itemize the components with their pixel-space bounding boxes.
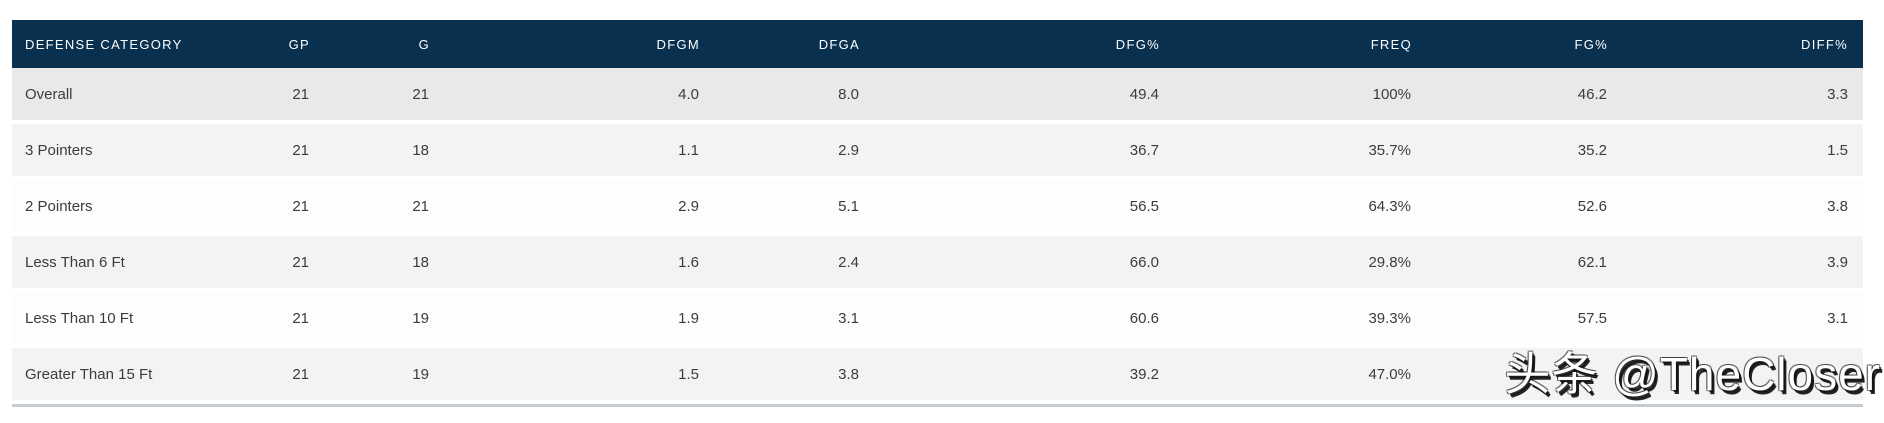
table-cell-gp: 21	[182, 234, 310, 292]
table-row-less-than-6-ft: Less Than 6 Ft 21 18 1.6 2.4 66.0 29.8% …	[12, 234, 1863, 292]
table-cell-diff-pct: 3.9	[1608, 234, 1863, 292]
table-cell-dfg-pct: 56.5	[860, 178, 1160, 236]
defense-stats-table-container: DEFENSE CATEGORY GP G DFGM DFGA DFG% FRE…	[12, 20, 1863, 407]
table-cell-g: 19	[310, 346, 430, 404]
table-row-2-pointers: 2 Pointers 21 21 2.9 5.1 56.5 64.3% 52.6…	[12, 178, 1863, 236]
table-cell-gp: 21	[182, 346, 310, 404]
column-header-dfgm[interactable]: DFGM	[430, 20, 700, 68]
row-category-label: Less Than 6 Ft	[12, 234, 182, 292]
table-cell-dfga: 2.9	[700, 122, 860, 180]
table-row-3-pointers: 3 Pointers 21 18 1.1 2.9 36.7 35.7% 35.2…	[12, 122, 1863, 180]
table-cell-dfga: 3.8	[700, 346, 860, 404]
column-header-freq[interactable]: FREQ	[1160, 20, 1412, 68]
table-row-less-than-10-ft: Less Than 10 Ft 21 19 1.9 3.1 60.6 39.3%…	[12, 290, 1863, 348]
column-header-dfga[interactable]: DFGA	[700, 20, 860, 68]
table-cell-g: 18	[310, 122, 430, 180]
table-cell-dfgm: 1.1	[430, 122, 700, 180]
table-header: DEFENSE CATEGORY GP G DFGM DFGA DFG% FRE…	[12, 20, 1863, 68]
table-cell-fg-pct: 46.2	[1412, 68, 1608, 124]
table-cell-g: 21	[310, 68, 430, 124]
table-header-row: DEFENSE CATEGORY GP G DFGM DFGA DFG% FRE…	[12, 20, 1863, 68]
row-category-label: Greater Than 15 Ft	[12, 346, 182, 404]
table-cell-g: 18	[310, 234, 430, 292]
table-cell-diff-pct: 1.5	[1608, 122, 1863, 180]
table-cell-dfga: 8.0	[700, 68, 860, 124]
column-header-g[interactable]: G	[310, 20, 430, 68]
table-cell-diff-pct: 3.1	[1608, 290, 1863, 348]
column-header-diff-pct[interactable]: DIFF%	[1608, 20, 1863, 68]
table-cell-dfg-pct: 60.6	[860, 290, 1160, 348]
table-cell-dfgm: 1.9	[430, 290, 700, 348]
column-header-defense-category[interactable]: DEFENSE CATEGORY	[12, 20, 182, 68]
table-cell-fg-pct: 57.5	[1412, 290, 1608, 348]
column-header-fg-pct[interactable]: FG%	[1412, 20, 1608, 68]
table-cell-freq: 47.0%	[1160, 346, 1412, 404]
table-cell-gp: 21	[182, 122, 310, 180]
table-cell-freq: 64.3%	[1160, 178, 1412, 236]
table-cell-fg-pct: 62.1	[1412, 234, 1608, 292]
table-cell-dfg-pct: 39.2	[860, 346, 1160, 404]
table-cell-dfgm: 1.6	[430, 234, 700, 292]
row-category-label: Less Than 10 Ft	[12, 290, 182, 348]
table-cell-g: 19	[310, 290, 430, 348]
table-cell-fg-pct: 35.2	[1412, 122, 1608, 180]
table-cell-dfgm: 2.9	[430, 178, 700, 236]
column-header-dfg-pct[interactable]: DFG%	[860, 20, 1160, 68]
table-row-greater-than-15-ft: Greater Than 15 Ft 21 19 1.5 3.8 39.2 47…	[12, 346, 1863, 404]
defense-stats-table: DEFENSE CATEGORY GP G DFGM DFGA DFG% FRE…	[12, 20, 1863, 404]
table-cell-dfgm: 1.5	[430, 346, 700, 404]
table-cell-dfg-pct: 49.4	[860, 68, 1160, 124]
table-cell-diff-pct: 3.3	[1608, 68, 1863, 124]
table-cell-freq: 35.7%	[1160, 122, 1412, 180]
row-category-label: 3 Pointers	[12, 122, 182, 180]
row-category-label: Overall	[12, 68, 182, 124]
column-header-gp[interactable]: GP	[182, 20, 310, 68]
row-category-label: 2 Pointers	[12, 178, 182, 236]
table-cell-fg-pct	[1412, 346, 1608, 404]
table-cell-dfga: 2.4	[700, 234, 860, 292]
table-cell-freq: 39.3%	[1160, 290, 1412, 348]
table-cell-diff-pct	[1608, 346, 1863, 404]
table-row-overall: Overall 21 21 4.0 8.0 49.4 100% 46.2 3.3	[12, 68, 1863, 124]
table-cell-dfga: 5.1	[700, 178, 860, 236]
table-cell-gp: 21	[182, 178, 310, 236]
table-cell-freq: 100%	[1160, 68, 1412, 124]
table-cell-dfg-pct: 36.7	[860, 122, 1160, 180]
table-cell-fg-pct: 52.6	[1412, 178, 1608, 236]
table-cell-freq: 29.8%	[1160, 234, 1412, 292]
table-body: Overall 21 21 4.0 8.0 49.4 100% 46.2 3.3…	[12, 68, 1863, 404]
table-cell-diff-pct: 3.8	[1608, 178, 1863, 236]
table-cell-dfgm: 4.0	[430, 68, 700, 124]
table-cell-gp: 21	[182, 68, 310, 124]
table-cell-dfg-pct: 66.0	[860, 234, 1160, 292]
table-cell-g: 21	[310, 178, 430, 236]
table-cell-gp: 21	[182, 290, 310, 348]
table-cell-dfga: 3.1	[700, 290, 860, 348]
